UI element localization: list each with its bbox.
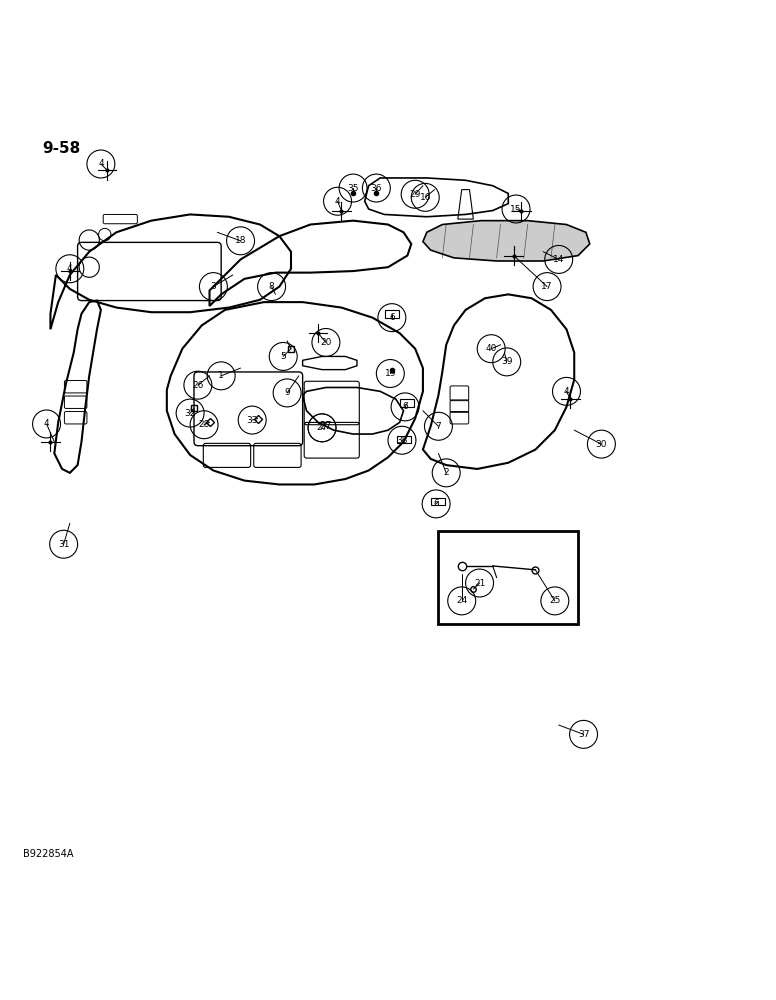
Text: 32: 32 [185, 409, 196, 418]
Text: 37: 37 [578, 730, 589, 739]
Text: 30: 30 [596, 440, 607, 449]
Text: 26: 26 [192, 381, 203, 390]
Text: 35: 35 [348, 184, 359, 193]
Bar [397, 436, 411, 443]
Text: 24: 24 [456, 596, 467, 605]
Text: 2: 2 [443, 468, 449, 477]
Bar [385, 310, 399, 318]
Text: 19: 19 [385, 369, 396, 378]
Text: 39: 39 [501, 357, 512, 366]
Text: 25: 25 [549, 596, 560, 605]
Bar [431, 498, 445, 505]
Text: B922854A: B922854A [23, 849, 74, 859]
Text: 27: 27 [317, 423, 327, 432]
Text: 17: 17 [542, 282, 553, 291]
Text: 1: 1 [218, 371, 224, 380]
Polygon shape [423, 221, 590, 261]
Text: 15: 15 [511, 205, 521, 214]
Text: 9-58: 9-58 [43, 141, 81, 156]
Text: 33: 33 [247, 416, 258, 425]
Text: 8: 8 [268, 282, 275, 291]
Text: 6: 6 [389, 313, 395, 322]
Text: 36: 36 [371, 184, 382, 193]
Text: 4: 4 [98, 159, 104, 168]
Text: 4: 4 [67, 264, 73, 273]
Text: 9: 9 [284, 388, 290, 397]
Bar [400, 399, 414, 407]
Text: 40: 40 [486, 344, 497, 353]
Text: 14: 14 [553, 255, 564, 264]
Text: 7: 7 [435, 422, 442, 431]
Text: 31: 31 [58, 540, 69, 549]
Text: 3: 3 [210, 282, 217, 291]
Text: 16: 16 [420, 193, 431, 202]
Text: 4: 4 [563, 387, 570, 396]
Text: 18: 18 [235, 236, 246, 245]
Text: 4: 4 [334, 197, 341, 206]
Text: 29: 29 [410, 190, 421, 199]
Text: 27: 27 [320, 421, 332, 431]
Text: 5: 5 [280, 352, 286, 361]
Text: 6: 6 [402, 402, 408, 411]
Text: 28: 28 [199, 420, 210, 429]
Text: 6: 6 [433, 499, 439, 508]
Text: 4: 4 [43, 419, 50, 428]
Text: 38: 38 [397, 436, 407, 445]
Text: 20: 20 [320, 338, 331, 347]
Text: 21: 21 [474, 579, 485, 588]
